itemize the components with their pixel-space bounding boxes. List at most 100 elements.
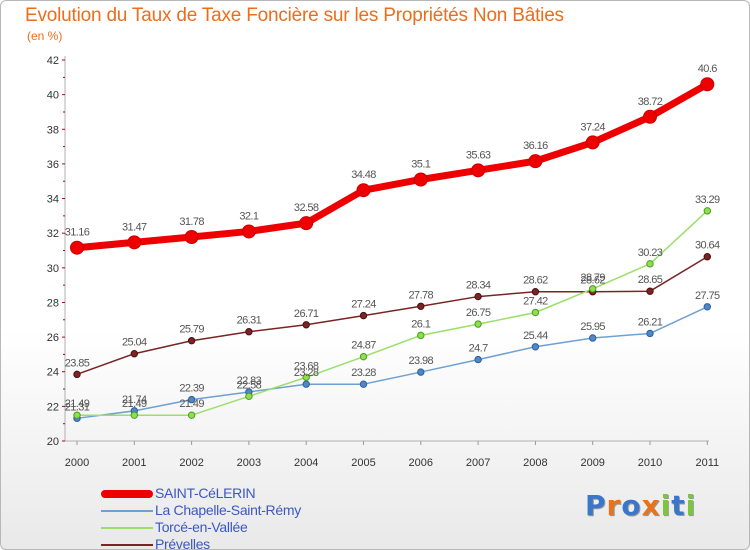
data-label-torce-en-vallee-2003: 22.58 [237, 379, 262, 391]
data-label-prevelles-2000: 23.85 [65, 357, 90, 369]
series-line-torce-en-vallee [76, 210, 709, 416]
x-tick-label-2004: 2004 [294, 457, 318, 469]
data-label-saint-celerin-2008: 36.16 [523, 140, 548, 152]
data-label-saint-celerin-2004: 32.58 [294, 202, 319, 214]
point-prevelles-2008 [531, 288, 540, 296]
data-label-torce-en-vallee-2006: 26.1 [411, 318, 430, 330]
point-saint-celerin-2011 [700, 77, 715, 92]
logo-letter: i [685, 489, 697, 522]
data-label-saint-celerin-2006: 35.1 [411, 158, 430, 170]
data-label-torce-en-vallee-2000: 21.49 [65, 398, 90, 410]
data-label-prevelles-2006: 27.78 [409, 289, 434, 301]
data-label-saint-celerin-2007: 35.63 [466, 149, 491, 161]
point-la-chapelle-saint-remy-2011 [703, 303, 711, 311]
data-label-la-chapelle-saint-remy-2003: 22.83 [237, 375, 262, 387]
data-label-la-chapelle-saint-remy-2004: 23.28 [294, 367, 319, 379]
series-line-la-chapelle-saint-remy [76, 306, 709, 420]
data-label-saint-celerin-2002: 31.78 [179, 216, 204, 228]
data-label-prevelles-2008: 28.62 [523, 275, 548, 287]
point-la-chapelle-saint-remy-2005 [359, 380, 368, 388]
legend-label-saint-celerin: SAINT-CéLERIN [155, 485, 256, 501]
point-saint-celerin-2008 [528, 154, 543, 169]
point-saint-celerin-2004 [299, 216, 314, 231]
point-prevelles-2006 [417, 302, 425, 310]
point-saint-celerin-2003 [241, 224, 256, 239]
y-tick-label-22: 22 [47, 401, 59, 413]
data-label-la-chapelle-saint-remy-2000: 21.31 [65, 401, 90, 413]
point-prevelles-2001 [130, 350, 139, 358]
point-saint-celerin-2005 [356, 183, 371, 198]
y-tick-label-24: 24 [47, 367, 59, 379]
point-la-chapelle-saint-remy-2007 [474, 355, 482, 364]
point-prevelles-2010 [646, 287, 654, 295]
legend-label-torce-en-vallee: Torcé-en-Vallée [155, 519, 248, 535]
x-tick-label-2005: 2005 [351, 457, 375, 469]
chart-title: Evolution du Taux de Taxe Foncière sur l… [25, 5, 564, 26]
x-tick-label-2003: 2003 [237, 457, 261, 469]
logo-letter: i [660, 489, 672, 522]
data-label-saint-celerin-2001: 31.47 [122, 221, 147, 233]
y-tick-label-30: 30 [47, 263, 59, 275]
y-tick-label-40: 40 [47, 90, 59, 102]
point-torce-en-vallee-2010 [646, 260, 654, 268]
data-label-prevelles-2003: 26.31 [237, 315, 262, 327]
point-saint-celerin-2007 [471, 163, 486, 178]
y-tick-label-36: 36 [47, 159, 59, 171]
point-prevelles-2005 [359, 311, 368, 320]
point-torce-en-vallee-2003 [245, 392, 253, 401]
data-label-prevelles-2005: 27.24 [351, 299, 376, 311]
point-torce-en-vallee-2000 [73, 411, 81, 419]
x-tick-label-2001: 2001 [122, 457, 146, 469]
point-la-chapelle-saint-remy-2009 [589, 334, 597, 342]
x-tick-label-2002: 2002 [179, 457, 203, 469]
point-torce-en-vallee-2006 [417, 331, 425, 340]
point-torce-en-vallee-2008 [531, 308, 540, 317]
point-prevelles-2004 [302, 321, 310, 329]
data-label-prevelles-2011: 30.64 [695, 240, 720, 252]
data-label-la-chapelle-saint-remy-2005: 23.28 [351, 367, 376, 379]
y-axis-unit-label: (en %) [27, 29, 63, 43]
logo-letter: x [641, 489, 661, 522]
point-la-chapelle-saint-remy-2008 [531, 343, 540, 351]
legend-swatch-torce-en-vallee [101, 526, 153, 529]
point-prevelles-2003 [245, 328, 253, 336]
point-prevelles-2011 [703, 253, 711, 261]
data-label-torce-en-vallee-2005: 24.87 [351, 340, 376, 352]
point-la-chapelle-saint-remy-2006 [417, 368, 425, 376]
data-label-saint-celerin-2011: 40.6 [698, 63, 717, 75]
x-tick-label-2008: 2008 [523, 457, 547, 469]
data-label-prevelles-2002: 25.79 [179, 324, 204, 336]
series-line-prevelles [76, 255, 709, 376]
data-label-la-chapelle-saint-remy-2001: 21.74 [122, 394, 147, 406]
point-torce-en-vallee-2005 [359, 352, 368, 361]
data-label-la-chapelle-saint-remy-2006: 23.98 [409, 355, 434, 367]
point-prevelles-2002 [187, 337, 196, 345]
data-label-la-chapelle-saint-remy-2009: 25.95 [580, 321, 605, 333]
data-label-prevelles-2007: 28.34 [466, 280, 491, 292]
data-label-prevelles-2010: 28.65 [638, 274, 663, 286]
data-label-saint-celerin-2010: 38.72 [638, 96, 663, 108]
point-saint-celerin-2000 [70, 240, 84, 255]
data-label-torce-en-vallee-2010: 30.23 [638, 247, 663, 259]
data-label-la-chapelle-saint-remy-2008: 25.44 [523, 330, 548, 342]
point-torce-en-vallee-2011 [703, 207, 711, 215]
data-label-la-chapelle-saint-remy-2002: 22.39 [179, 383, 204, 395]
point-saint-celerin-2006 [413, 172, 428, 187]
data-label-prevelles-2004: 26.71 [294, 308, 319, 320]
data-label-la-chapelle-saint-remy-2010: 26.21 [638, 316, 663, 328]
point-la-chapelle-saint-remy-2004 [302, 380, 310, 388]
point-saint-celerin-2001 [127, 235, 142, 250]
point-prevelles-2007 [474, 292, 482, 301]
point-la-chapelle-saint-remy-2002 [187, 395, 196, 404]
point-prevelles-2000 [73, 370, 81, 379]
logo-letter: o [621, 489, 642, 522]
point-torce-en-vallee-2001 [130, 411, 139, 419]
data-label-la-chapelle-saint-remy-2007: 24.7 [469, 343, 488, 355]
point-torce-en-vallee-2002 [187, 411, 196, 419]
logo-letter: r [606, 489, 622, 522]
y-tick-label-42: 42 [47, 55, 59, 67]
data-label-saint-celerin-2000: 31.16 [65, 227, 90, 239]
x-tick-label-2007: 2007 [466, 457, 490, 469]
